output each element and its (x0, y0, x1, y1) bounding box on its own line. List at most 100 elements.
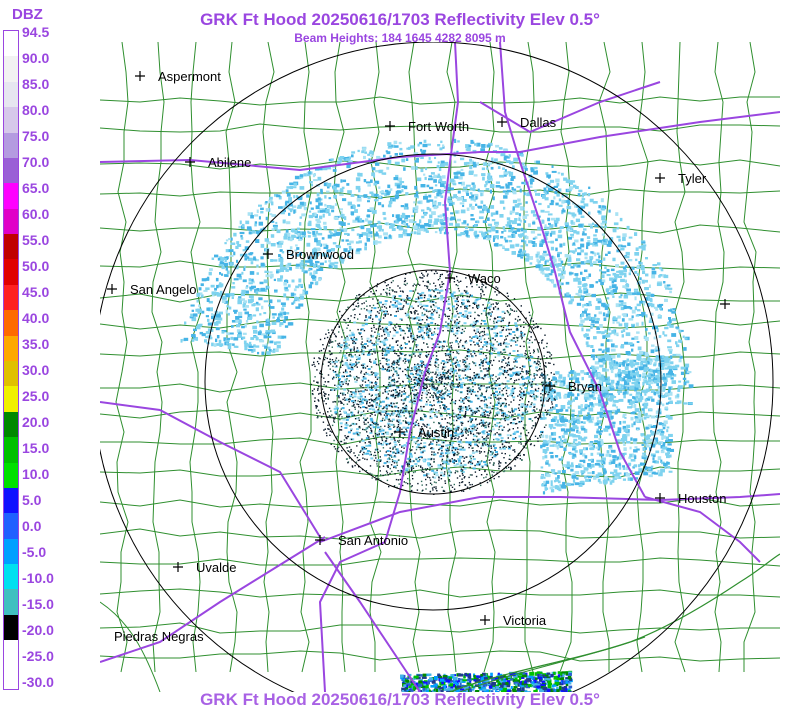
echo-cell (347, 156, 351, 160)
echo-cell (483, 461, 487, 463)
echo-cell (415, 223, 420, 227)
echo-cell (627, 399, 633, 403)
echo-cell (633, 421, 636, 426)
echo-cell (481, 419, 485, 422)
echo-cell (609, 459, 613, 462)
echo-cell (643, 471, 649, 476)
echo-cell (324, 260, 327, 263)
echo-cell (555, 247, 558, 252)
echo-cell (660, 450, 665, 454)
echo-cell (461, 181, 465, 186)
echo-cell (394, 145, 399, 148)
echo-cell (548, 409, 553, 412)
echo-cell (441, 175, 446, 179)
echo-cell (550, 269, 554, 274)
echo-cell (490, 166, 494, 170)
echo-cell (353, 321, 357, 324)
echo-cell (309, 181, 313, 184)
echo-cell (371, 150, 374, 155)
echo-cell (656, 367, 660, 371)
echo-cell (394, 305, 398, 308)
echo-cell (502, 447, 506, 450)
echo-cell (614, 373, 618, 378)
echo-cell (634, 232, 638, 236)
echo-cell (645, 273, 649, 277)
legend-swatch (4, 208, 18, 235)
echo-cell (650, 433, 655, 436)
echo-cell (527, 392, 531, 395)
echo-cell (268, 349, 272, 353)
echo-cell (401, 212, 405, 216)
echo-cell (653, 440, 656, 444)
echo-cell (631, 382, 637, 385)
echo-cell (291, 279, 295, 283)
echo-cell (274, 289, 278, 292)
echo-cell (625, 363, 630, 367)
echo-cell (460, 386, 464, 389)
echo-cell (614, 476, 619, 479)
echo-cell (550, 199, 554, 203)
echo-cell (545, 440, 550, 445)
echo-cell (596, 383, 600, 387)
echo-cell (503, 172, 509, 175)
echo-cell (400, 677, 403, 680)
echo-cell (382, 339, 386, 342)
echo-cell (453, 160, 457, 164)
echo-cell (635, 418, 639, 423)
echo-cell (655, 414, 660, 419)
echo-cell (438, 168, 442, 172)
echo-cell (470, 389, 474, 392)
echo-cell (535, 193, 539, 196)
echo-cell (452, 325, 456, 328)
echo-cell (391, 304, 395, 306)
echo-cell (316, 242, 322, 246)
echo-cell (407, 380, 411, 383)
echo-cell (264, 247, 270, 252)
echo-cell (517, 223, 521, 226)
echo-cell (484, 235, 487, 238)
echo-cell (544, 452, 547, 455)
echo-cell (625, 325, 629, 330)
legend-swatch (4, 614, 18, 641)
echo-cell (437, 371, 441, 374)
echo-cell (407, 467, 411, 470)
echo-cell (550, 483, 553, 487)
echo-cell (509, 212, 513, 215)
legend-label: 60.0 (22, 206, 50, 222)
echo-cell (578, 289, 583, 294)
echo-cell (555, 441, 561, 445)
echo-cell (560, 260, 564, 264)
echo-cell (481, 431, 485, 434)
echo-cell (224, 242, 227, 245)
echo-cell (400, 214, 405, 219)
echo-cell (447, 377, 451, 380)
echo-cell (478, 460, 482, 463)
echo-cell (519, 219, 523, 223)
echo-cell (365, 232, 370, 236)
echo-cell (431, 388, 435, 391)
echo-cell (454, 685, 458, 689)
echo-cell (506, 387, 510, 390)
echo-cell (240, 235, 243, 238)
echo-cell (486, 333, 489, 336)
echo-cell (274, 348, 279, 352)
echo-cell (595, 281, 599, 284)
echo-cell (224, 262, 228, 267)
echo-cell (518, 213, 522, 217)
echo-cell (206, 298, 210, 303)
echo-cell (543, 250, 547, 254)
echo-cell (476, 342, 479, 345)
echo-cell (595, 446, 599, 449)
echo-cell (228, 343, 232, 346)
echo-cell (440, 221, 444, 225)
echo-cell (196, 299, 199, 303)
echo-cell (498, 368, 502, 371)
echo-cell (601, 465, 605, 469)
echo-cell (512, 165, 515, 169)
echo-cell (589, 242, 595, 246)
echo-cell (424, 176, 427, 180)
echo-cell (625, 332, 631, 337)
echo-cell (567, 263, 572, 266)
echo-cell (247, 228, 252, 231)
echo-cell (653, 306, 658, 309)
